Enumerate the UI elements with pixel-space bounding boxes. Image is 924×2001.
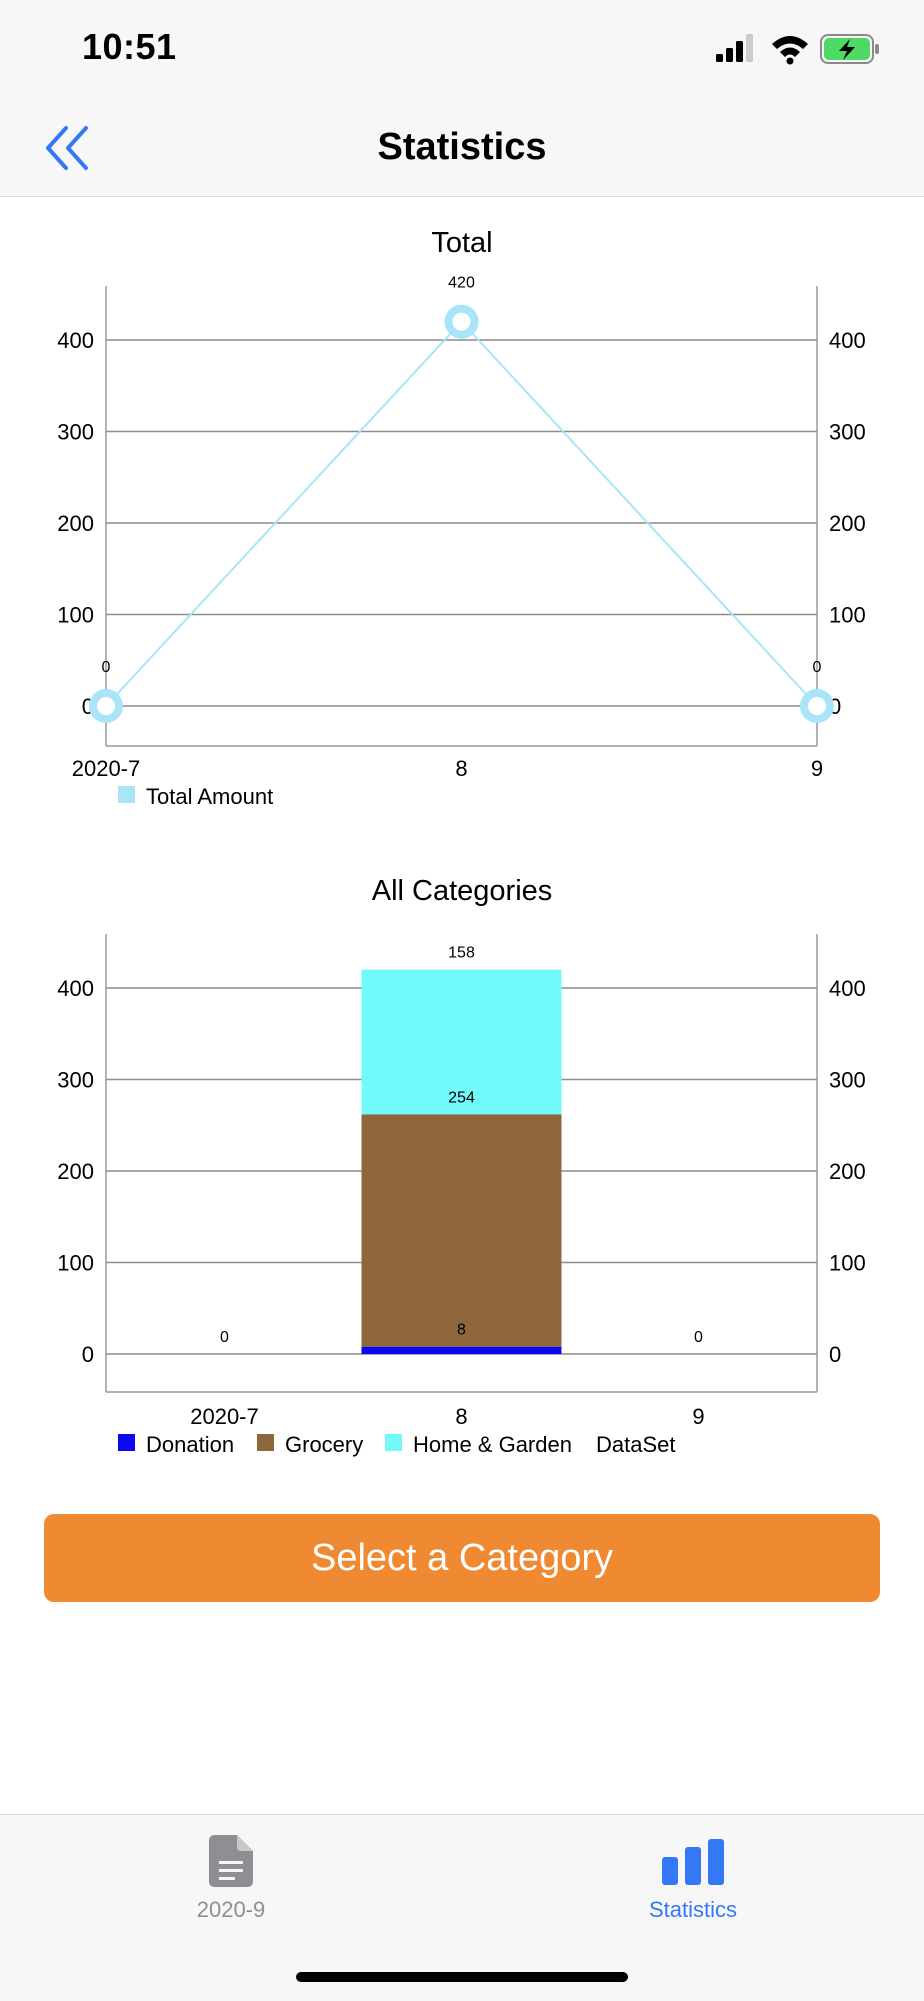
data-point bbox=[444, 304, 479, 339]
y-tick-label-left: 200 bbox=[57, 1159, 94, 1184]
bar-chart-icon bbox=[662, 1839, 724, 1885]
y-tick-label-left: 0 bbox=[82, 1342, 94, 1367]
x-tick-label: 2020-7 bbox=[72, 756, 141, 781]
data-label: 420 bbox=[448, 275, 475, 292]
cellular-signal-icon bbox=[716, 34, 753, 62]
y-tick-label-right: 100 bbox=[829, 1251, 866, 1276]
y-tick-label-left: 400 bbox=[57, 328, 94, 353]
legend-label-donation: Donation bbox=[146, 1432, 234, 1457]
bar-value-label: 8 bbox=[457, 1322, 466, 1339]
x-tick-label: 9 bbox=[692, 1404, 704, 1429]
legend-swatch-donation bbox=[118, 1434, 135, 1451]
y-tick-label-left: 400 bbox=[57, 976, 94, 1001]
x-tick-label: 8 bbox=[455, 756, 467, 781]
document-icon bbox=[209, 1835, 253, 1887]
bar-segment bbox=[361, 969, 562, 1115]
bar-value-label: 0 bbox=[694, 1329, 703, 1346]
legend-label-grocery: Grocery bbox=[285, 1432, 363, 1457]
data-label: 0 bbox=[813, 659, 822, 676]
tab-label-2020-9: 2020-9 bbox=[196, 1897, 266, 1922]
x-tick-label: 9 bbox=[811, 756, 823, 781]
legend-label-dataset: DataSet bbox=[596, 1432, 676, 1457]
navigation-bar: Statistics bbox=[0, 100, 924, 197]
x-tick-label: 2020-7 bbox=[190, 1404, 259, 1429]
bar-segment bbox=[361, 1114, 562, 1347]
y-tick-label-right: 200 bbox=[829, 1159, 866, 1184]
page-title: Statistics bbox=[377, 126, 547, 168]
x-tick-label: 8 bbox=[455, 1404, 467, 1429]
legend-swatch-grocery bbox=[257, 1434, 274, 1451]
double-chevron-left-icon bbox=[46, 126, 88, 170]
y-tick-label-right: 200 bbox=[829, 511, 866, 536]
wifi-icon bbox=[772, 36, 808, 65]
y-tick-label-left: 200 bbox=[57, 511, 94, 536]
y-tick-label-right: 300 bbox=[829, 420, 866, 445]
home-indicator bbox=[296, 1972, 628, 1982]
back-button[interactable] bbox=[40, 118, 100, 178]
tab-label-statistics: Statistics bbox=[648, 1897, 738, 1922]
total-line-chart: Total 0 0 100 100 200 200 300 300 400 400 2020-7 8… bbox=[57, 227, 866, 809]
legend-label: Total Amount bbox=[146, 784, 273, 809]
tab-statistics[interactable]: Statistics bbox=[462, 1815, 924, 1935]
y-tick-label-right: 100 bbox=[829, 603, 866, 628]
y-tick-label-right: 300 bbox=[829, 1068, 866, 1093]
legend-label-home-garden: Home & Garden bbox=[413, 1432, 572, 1457]
status-time: 10:51 bbox=[82, 26, 177, 67]
chart-title: Total bbox=[431, 227, 492, 259]
y-tick-label-left: 300 bbox=[57, 420, 94, 445]
legend-item: Total Amount bbox=[118, 784, 273, 809]
battery-charging-icon bbox=[820, 34, 879, 64]
y-tick-label-right: 0 bbox=[829, 1342, 841, 1367]
data-point bbox=[89, 689, 123, 723]
data-label: 0 bbox=[102, 659, 111, 676]
series-line bbox=[105, 320, 818, 707]
status-icons bbox=[716, 34, 879, 65]
y-tick-label-left: 300 bbox=[57, 1068, 94, 1093]
y-tick-label-right: 400 bbox=[829, 328, 866, 353]
y-tick-label-left: 100 bbox=[57, 1251, 94, 1276]
bar-value-label: 0 bbox=[220, 1329, 229, 1346]
tab-bar: 2020-9 Statistics bbox=[0, 1814, 924, 2001]
select-category-button[interactable]: Select a Category bbox=[44, 1514, 880, 1602]
bar-segment bbox=[361, 1346, 562, 1354]
bar-value-label: 254 bbox=[448, 1089, 475, 1106]
chart-title: All Categories bbox=[372, 875, 553, 907]
y-tick-label-right: 400 bbox=[829, 976, 866, 1001]
status-bar: 10:51 bbox=[0, 0, 924, 100]
chart-legend: Donation Grocery Home & Garden DataSet bbox=[118, 1432, 676, 1457]
tab-2020-9[interactable]: 2020-9 bbox=[0, 1815, 462, 1935]
bar-value-label: 158 bbox=[448, 945, 475, 962]
categories-stacked-bar-chart: All Categories 0 0 100 100 200 200 300 300 400 40… bbox=[57, 875, 866, 1457]
legend-swatch-home-garden bbox=[385, 1434, 402, 1451]
legend-swatch bbox=[118, 786, 135, 803]
data-point bbox=[800, 689, 834, 723]
y-tick-label-left: 100 bbox=[57, 603, 94, 628]
